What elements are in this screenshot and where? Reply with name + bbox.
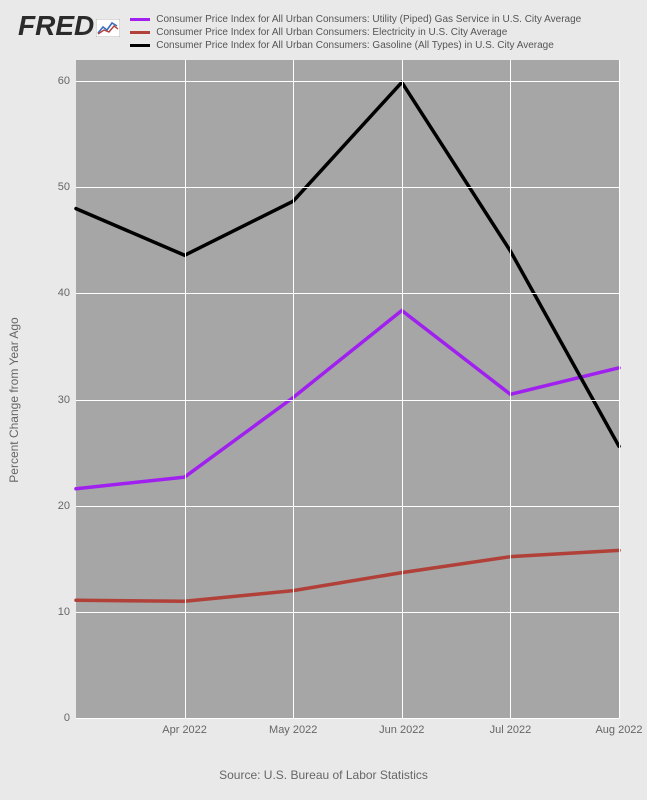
grid-line: [619, 60, 620, 718]
fred-logo: FRED: [18, 12, 120, 42]
x-tick-label: Jul 2022: [490, 724, 532, 736]
legend-swatch: [130, 31, 150, 34]
y-tick-label: 10: [42, 606, 70, 618]
header: FRED Consumer Price Index for All Urban …: [18, 12, 629, 51]
y-axis-title: Percent Change from Year Ago: [7, 317, 21, 482]
y-tick-label: 40: [42, 287, 70, 299]
series-line: [76, 82, 619, 446]
grid-line: [293, 60, 294, 718]
line-chart-svg: [76, 60, 619, 718]
plot-area: [76, 60, 619, 718]
series-line: [76, 550, 619, 601]
legend-label: Consumer Price Index for All Urban Consu…: [156, 27, 507, 38]
legend-item: Consumer Price Index for All Urban Consu…: [130, 40, 581, 51]
y-tick-label: 50: [42, 181, 70, 193]
legend-swatch: [130, 44, 150, 47]
x-tick-label: Jun 2022: [379, 724, 424, 736]
legend-item: Consumer Price Index for All Urban Consu…: [130, 14, 581, 25]
legend-item: Consumer Price Index for All Urban Consu…: [130, 27, 581, 38]
grid-line: [76, 400, 619, 401]
legend: Consumer Price Index for All Urban Consu…: [130, 14, 581, 51]
y-tick-label: 30: [42, 394, 70, 406]
source-text: Source: U.S. Bureau of Labor Statistics: [0, 768, 647, 782]
grid-line: [76, 718, 619, 719]
fred-logo-chart-icon: [96, 14, 120, 42]
y-tick-label: 20: [42, 500, 70, 512]
chart-area: 0 10 20 30 40 50 60 Apr 2022 May 2022 Jun 2022 Jul…: [42, 60, 619, 748]
legend-swatch: [130, 18, 150, 21]
grid-line: [185, 60, 186, 718]
grid-line: [402, 60, 403, 718]
grid-line: [510, 60, 511, 718]
y-tick-label: 0: [42, 712, 70, 724]
legend-label: Consumer Price Index for All Urban Consu…: [156, 14, 581, 25]
x-tick-label: Apr 2022: [162, 724, 207, 736]
grid-line: [76, 293, 619, 294]
grid-line: [76, 187, 619, 188]
grid-line: [76, 506, 619, 507]
chart-frame: FRED Consumer Price Index for All Urban …: [0, 0, 647, 800]
y-tick-label: 60: [42, 75, 70, 87]
legend-label: Consumer Price Index for All Urban Consu…: [156, 40, 554, 51]
x-tick-label: Aug 2022: [595, 724, 642, 736]
fred-logo-text: FRED: [18, 10, 94, 41]
grid-line: [76, 612, 619, 613]
x-tick-label: May 2022: [269, 724, 317, 736]
grid-line: [76, 81, 619, 82]
